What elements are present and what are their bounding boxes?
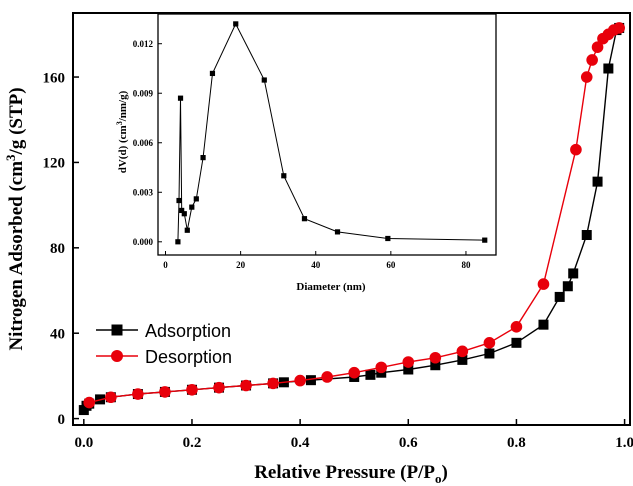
legend: Adsorption Desorption [96, 321, 232, 367]
main-plot-frame [72, 12, 631, 426]
x-tick-label: 0 [163, 260, 168, 270]
x-axis-title: Relative Pressure (P/Po) [254, 462, 448, 486]
legend-marker-desorption [111, 350, 123, 362]
desorption-point [132, 388, 144, 400]
desorption-point [83, 396, 96, 409]
y-tick-label: 0.000 [133, 237, 154, 247]
desorption-point [483, 337, 496, 349]
adsorption-point [305, 375, 316, 386]
adsorption-point [554, 291, 565, 302]
desorption-point [186, 383, 198, 396]
inset-plot-frame [157, 13, 497, 256]
desorption-point [570, 143, 582, 156]
desorption-point [537, 278, 550, 290]
desorption-point [580, 71, 593, 83]
desorption-point [586, 54, 598, 66]
inset-pore-size-distribution-point [281, 173, 287, 179]
y-tick-label: 0.003 [133, 187, 154, 197]
desorption-point [348, 366, 361, 379]
inset-pore-size-distribution-point [209, 70, 216, 77]
desorption-point [402, 356, 415, 368]
y-tick-label: 0.009 [133, 88, 154, 98]
x-tick-label: 0.2 [183, 435, 202, 451]
inset-pore-size-distribution-point [179, 207, 185, 214]
x-tick-label: 0.6 [399, 435, 418, 451]
y-tick-label: 120 [43, 156, 66, 172]
adsorption-point [538, 319, 549, 330]
adsorption-point [403, 364, 414, 375]
inset-background [158, 14, 496, 272]
adsorption-point [365, 369, 376, 380]
main-series-layer [78, 22, 625, 416]
inset-pore-size-distribution-point [385, 235, 391, 242]
inset-pore-size-distribution-point [193, 196, 199, 202]
y-tick-label: 40 [50, 326, 65, 342]
x-tick-label: 0.8 [507, 435, 526, 451]
x-tick-label: 40 [311, 260, 321, 270]
desorption-point [240, 379, 252, 392]
inset-pore-size-distribution-point [177, 95, 184, 101]
inset-pore-size-distribution-point [233, 21, 239, 27]
inset-pore-size-distribution-point [200, 155, 206, 161]
desorption-point [294, 374, 306, 387]
inset-pore-size-distribution-point [181, 211, 187, 217]
inset-pore-size-distribution-point [189, 204, 195, 210]
desorption-point [613, 22, 625, 34]
x-tick-label: 0.0 [74, 435, 93, 451]
inset-pore-size-distribution-point [301, 216, 308, 222]
inset-series-layer [175, 21, 488, 245]
inset-pore-size-distribution-point [482, 237, 488, 243]
x-tick-label: 80 [461, 260, 471, 270]
adsorption-point [581, 230, 592, 241]
y-axis-title: Nitrogen Adsorbed (cm3/g (STP) [3, 87, 27, 350]
adsorption-point [511, 337, 522, 348]
desorption-point [321, 371, 333, 383]
desorption-point [510, 321, 523, 333]
y-tick-label: 80 [50, 241, 65, 257]
inset-pore-size-distribution-point [175, 239, 181, 245]
inset-pore-size-distribution-point [176, 197, 182, 204]
inset-x-axis-title: Diameter (nm) [296, 281, 365, 293]
y-tick-label: 0.006 [133, 138, 154, 148]
x-tick-label: 60 [386, 260, 396, 270]
desorption-point [456, 345, 469, 358]
legend-label-desorption: Desorption [145, 347, 232, 367]
adsorption-point [592, 176, 603, 187]
desorption-point [105, 391, 117, 404]
desorption-point [159, 386, 171, 398]
y-tick-label: 0 [58, 412, 66, 428]
adsorption-point [484, 348, 495, 359]
inset-pore-size-distribution-point [334, 229, 341, 235]
y-tick-label: 160 [43, 70, 66, 86]
adsorption-point [457, 354, 468, 365]
inset-axis-ticks: 0 20 40 60 80 0.000 0.003 0.006 0.009 0.012 [133, 39, 471, 270]
adsorption-point [603, 63, 614, 74]
legend-label-adsorption: Adsorption [145, 321, 231, 341]
desorption-point [213, 381, 225, 394]
inset-pore-size-distribution-point [184, 227, 190, 233]
adsorption-point [430, 360, 441, 371]
inset-pore-size-distribution-point [261, 77, 267, 83]
desorption-point [429, 351, 442, 364]
adsorption-point [562, 281, 573, 292]
x-tick-label: 1.0 [615, 435, 633, 451]
adsorption-point [568, 268, 579, 279]
desorption-point [591, 41, 604, 53]
desorption-point [267, 377, 279, 390]
legend-marker-adsorption [111, 324, 123, 336]
main-axis-ticks: 0.0 0.2 0.4 0.6 0.8 1.0 0 40 80 120 160 [43, 70, 633, 451]
desorption-point [375, 361, 388, 374]
x-tick-label: 20 [236, 260, 246, 270]
x-tick-label: 0.4 [291, 435, 310, 451]
y-tick-label: 0.012 [133, 39, 154, 49]
inset-y-axis-title: dV(d) (cm3/nm/g) [115, 90, 129, 173]
